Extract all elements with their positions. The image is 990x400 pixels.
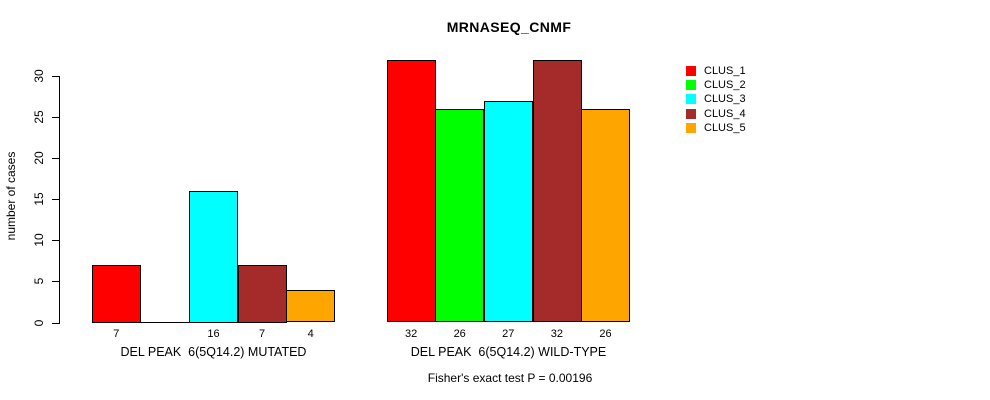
- bar-clus_3-mutated: [189, 191, 238, 323]
- y-axis-tick: [52, 117, 59, 118]
- y-axis-tick-label: 10: [32, 233, 46, 247]
- y-axis-tick-label: 20: [32, 151, 46, 165]
- bar-value-label: 7: [259, 328, 266, 340]
- legend-entry-clus_5: CLUS_5: [686, 121, 746, 135]
- bar-value-label: 26: [453, 328, 466, 340]
- y-axis-tick: [52, 76, 59, 77]
- y-axis-tick: [52, 240, 59, 241]
- bar-value-label: 32: [550, 328, 564, 340]
- y-axis-tick: [52, 281, 59, 282]
- fisher-test-note: Fisher's exact test P = 0.00196: [427, 371, 593, 385]
- y-axis-tick-label: 30: [32, 69, 46, 83]
- chart-title: MRNASEQ_CNMF: [446, 19, 572, 35]
- legend-swatch-clus_5: [686, 122, 696, 133]
- bar-clus_5-mutated: [286, 289, 335, 323]
- legend-label: CLUS_5: [704, 121, 746, 134]
- bar-clus_4-mutated: [238, 265, 287, 323]
- bar-clus_5-wild-type: [581, 108, 630, 323]
- y-axis-tick: [52, 158, 59, 159]
- bar-value-label: 27: [502, 328, 515, 340]
- bar-value-label: 16: [207, 328, 220, 340]
- group-label-wild-type: DEL PEAK 6(5Q14.2) WILD-TYPE: [410, 345, 607, 359]
- bar-clus_2-zero-baseline: [141, 322, 190, 323]
- legend-entry-clus_3: CLUS_3: [686, 92, 746, 106]
- legend-label: CLUS_2: [704, 79, 746, 92]
- legend-label: CLUS_1: [704, 65, 746, 77]
- legend-swatch-clus_2: [686, 80, 696, 91]
- bar-clus_3-wild-type: [484, 100, 533, 323]
- bar-clus_4-wild-type: [533, 59, 582, 323]
- bar-value-label: 4: [307, 328, 314, 340]
- bar-clus_1-mutated: [92, 265, 141, 323]
- bar-value-label: 7: [113, 328, 120, 340]
- y-axis-tick-label: 0: [32, 319, 46, 327]
- legend-entry-clus_2: CLUS_2: [686, 78, 746, 92]
- y-axis-label: number of cases: [4, 151, 18, 241]
- bar-value-label: 32: [404, 328, 418, 340]
- y-axis-tick: [52, 323, 59, 324]
- y-axis-tick-label: 15: [32, 192, 46, 206]
- y-axis-line: [59, 76, 60, 324]
- legend-entry-clus_4: CLUS_4: [686, 107, 746, 121]
- legend-swatch-clus_4: [686, 108, 696, 119]
- legend-swatch-clus_3: [686, 94, 696, 105]
- y-axis-tick: [52, 199, 59, 200]
- legend-entry-clus_1: CLUS_1: [686, 64, 746, 78]
- bar-clus_1-wild-type: [387, 59, 436, 323]
- legend-swatch-clus_1: [686, 66, 696, 76]
- group-label-mutated: DEL PEAK 6(5Q14.2) MUTATED: [120, 345, 307, 359]
- bar-clus_2-wild-type: [435, 108, 484, 323]
- y-axis-tick-label: 25: [32, 110, 46, 124]
- legend-label: CLUS_3: [704, 93, 746, 106]
- legend-label: CLUS_4: [704, 107, 746, 120]
- y-axis-tick-label: 5: [32, 277, 46, 285]
- bar-value-label: 26: [599, 328, 612, 340]
